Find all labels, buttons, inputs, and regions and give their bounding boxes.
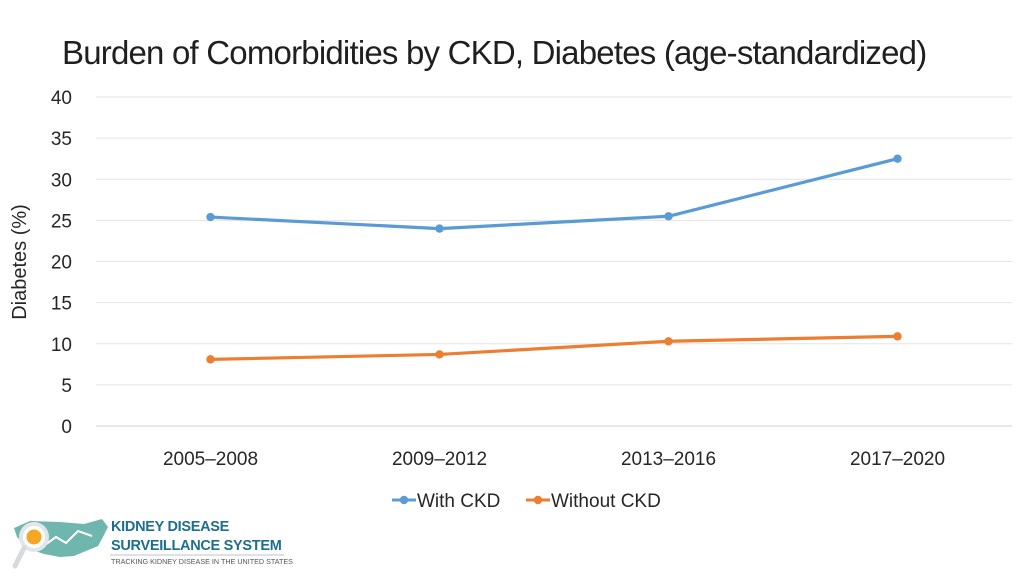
grid-lines	[96, 96, 1012, 427]
series-lines	[206, 154, 902, 364]
chart-line-icon	[41, 529, 93, 548]
kidney-icon	[26, 529, 42, 545]
x-tick-label: 2009–2012	[392, 449, 487, 470]
logo-tagline: TRACKING KIDNEY DISEASE IN THE UNITED ST…	[111, 557, 293, 566]
y-axis-ticks: 0 5 10 15 20 25 30 35 40	[51, 88, 72, 438]
data-point	[206, 212, 215, 222]
y-tick-label: 15	[51, 294, 72, 315]
series-line-1	[210, 334, 898, 361]
y-tick-label: 5	[61, 376, 72, 397]
y-tick-label: 25	[51, 211, 72, 232]
data-point	[435, 224, 444, 233]
legend-swatch-marker	[533, 495, 543, 505]
x-tick-label: 2017–2020	[850, 449, 945, 470]
x-axis-ticks: 2005–2008 2009–2012 2013–2016 2017–2020	[163, 449, 945, 470]
magnifier-handle-icon	[12, 545, 27, 569]
data-point	[664, 212, 673, 221]
legend-swatch-marker	[399, 495, 409, 505]
y-tick-label: 40	[51, 88, 72, 109]
data-point	[893, 332, 902, 341]
data-point	[664, 337, 673, 346]
y-tick-label: 0	[61, 417, 72, 438]
logo-line1: KIDNEY DISEASE	[111, 519, 230, 535]
legend: With CKD Without CKD	[392, 491, 661, 512]
kidney-disease-surveillance-logo: KIDNEY DISEASE SURVEILLANCE SYSTEM TRACK…	[12, 519, 293, 569]
data-point	[435, 350, 444, 359]
y-axis-title: Diabetes (%)	[9, 204, 31, 320]
series-line-0	[210, 157, 898, 231]
legend-label: Without CKD	[551, 491, 661, 512]
x-tick-label: 2013–2016	[621, 449, 716, 470]
logo-line2: SURVEILLANCE SYSTEM	[111, 538, 282, 554]
data-point	[206, 355, 215, 364]
legend-label: With CKD	[417, 491, 500, 512]
chart-title: Burden of Comorbidities by CKD, Diabetes…	[62, 34, 927, 71]
y-tick-label: 35	[51, 129, 72, 150]
data-point	[893, 154, 902, 163]
y-tick-label: 20	[51, 253, 72, 274]
y-tick-label: 30	[51, 170, 72, 191]
x-tick-label: 2005–2008	[163, 449, 258, 470]
y-tick-label: 10	[51, 335, 72, 356]
